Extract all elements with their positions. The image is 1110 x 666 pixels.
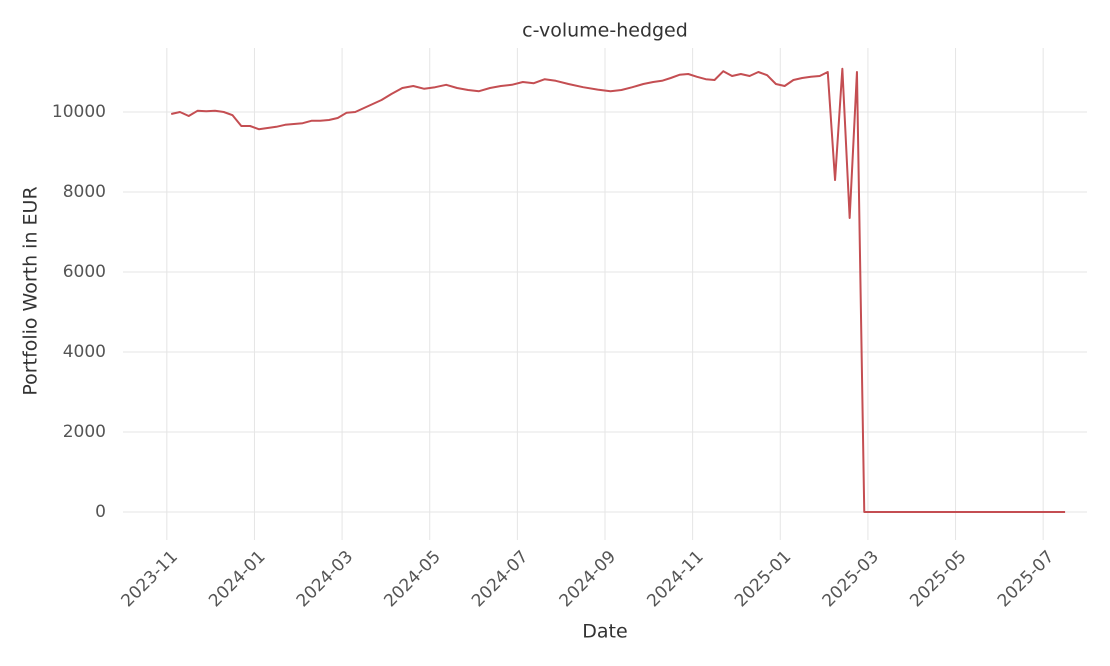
chart-title: c-volume-hedged [522,20,688,42]
x-tick-label: 2024-01 [205,547,269,611]
x-tick-label: 2025-03 [819,547,883,611]
y-tick-label: 2000 [63,422,106,442]
x-tick-label: 2023-11 [118,547,182,611]
x-tick-label: 2025-05 [906,547,970,611]
y-tick-label: 8000 [63,182,106,202]
x-tick-label: 2024-07 [468,547,532,611]
x-tick-label: 2025-01 [731,547,795,611]
x-tick-label: 2024-09 [556,547,620,611]
data-line [170,67,1066,513]
x-tick-label: 2025-07 [994,547,1058,611]
y-tick-label: 10000 [52,102,106,122]
y-tick-label: 6000 [63,262,106,282]
x-tick-label: 2024-11 [643,547,707,611]
x-tick-label: 2024-05 [380,547,444,611]
y-tick-label: 4000 [63,342,106,362]
y-tick-label: 0 [95,502,106,522]
x-tick-label: 2024-03 [293,547,357,611]
x-axis-label: Date [582,621,627,643]
y-axis-label: Portfolio Worth in EUR [20,186,42,395]
